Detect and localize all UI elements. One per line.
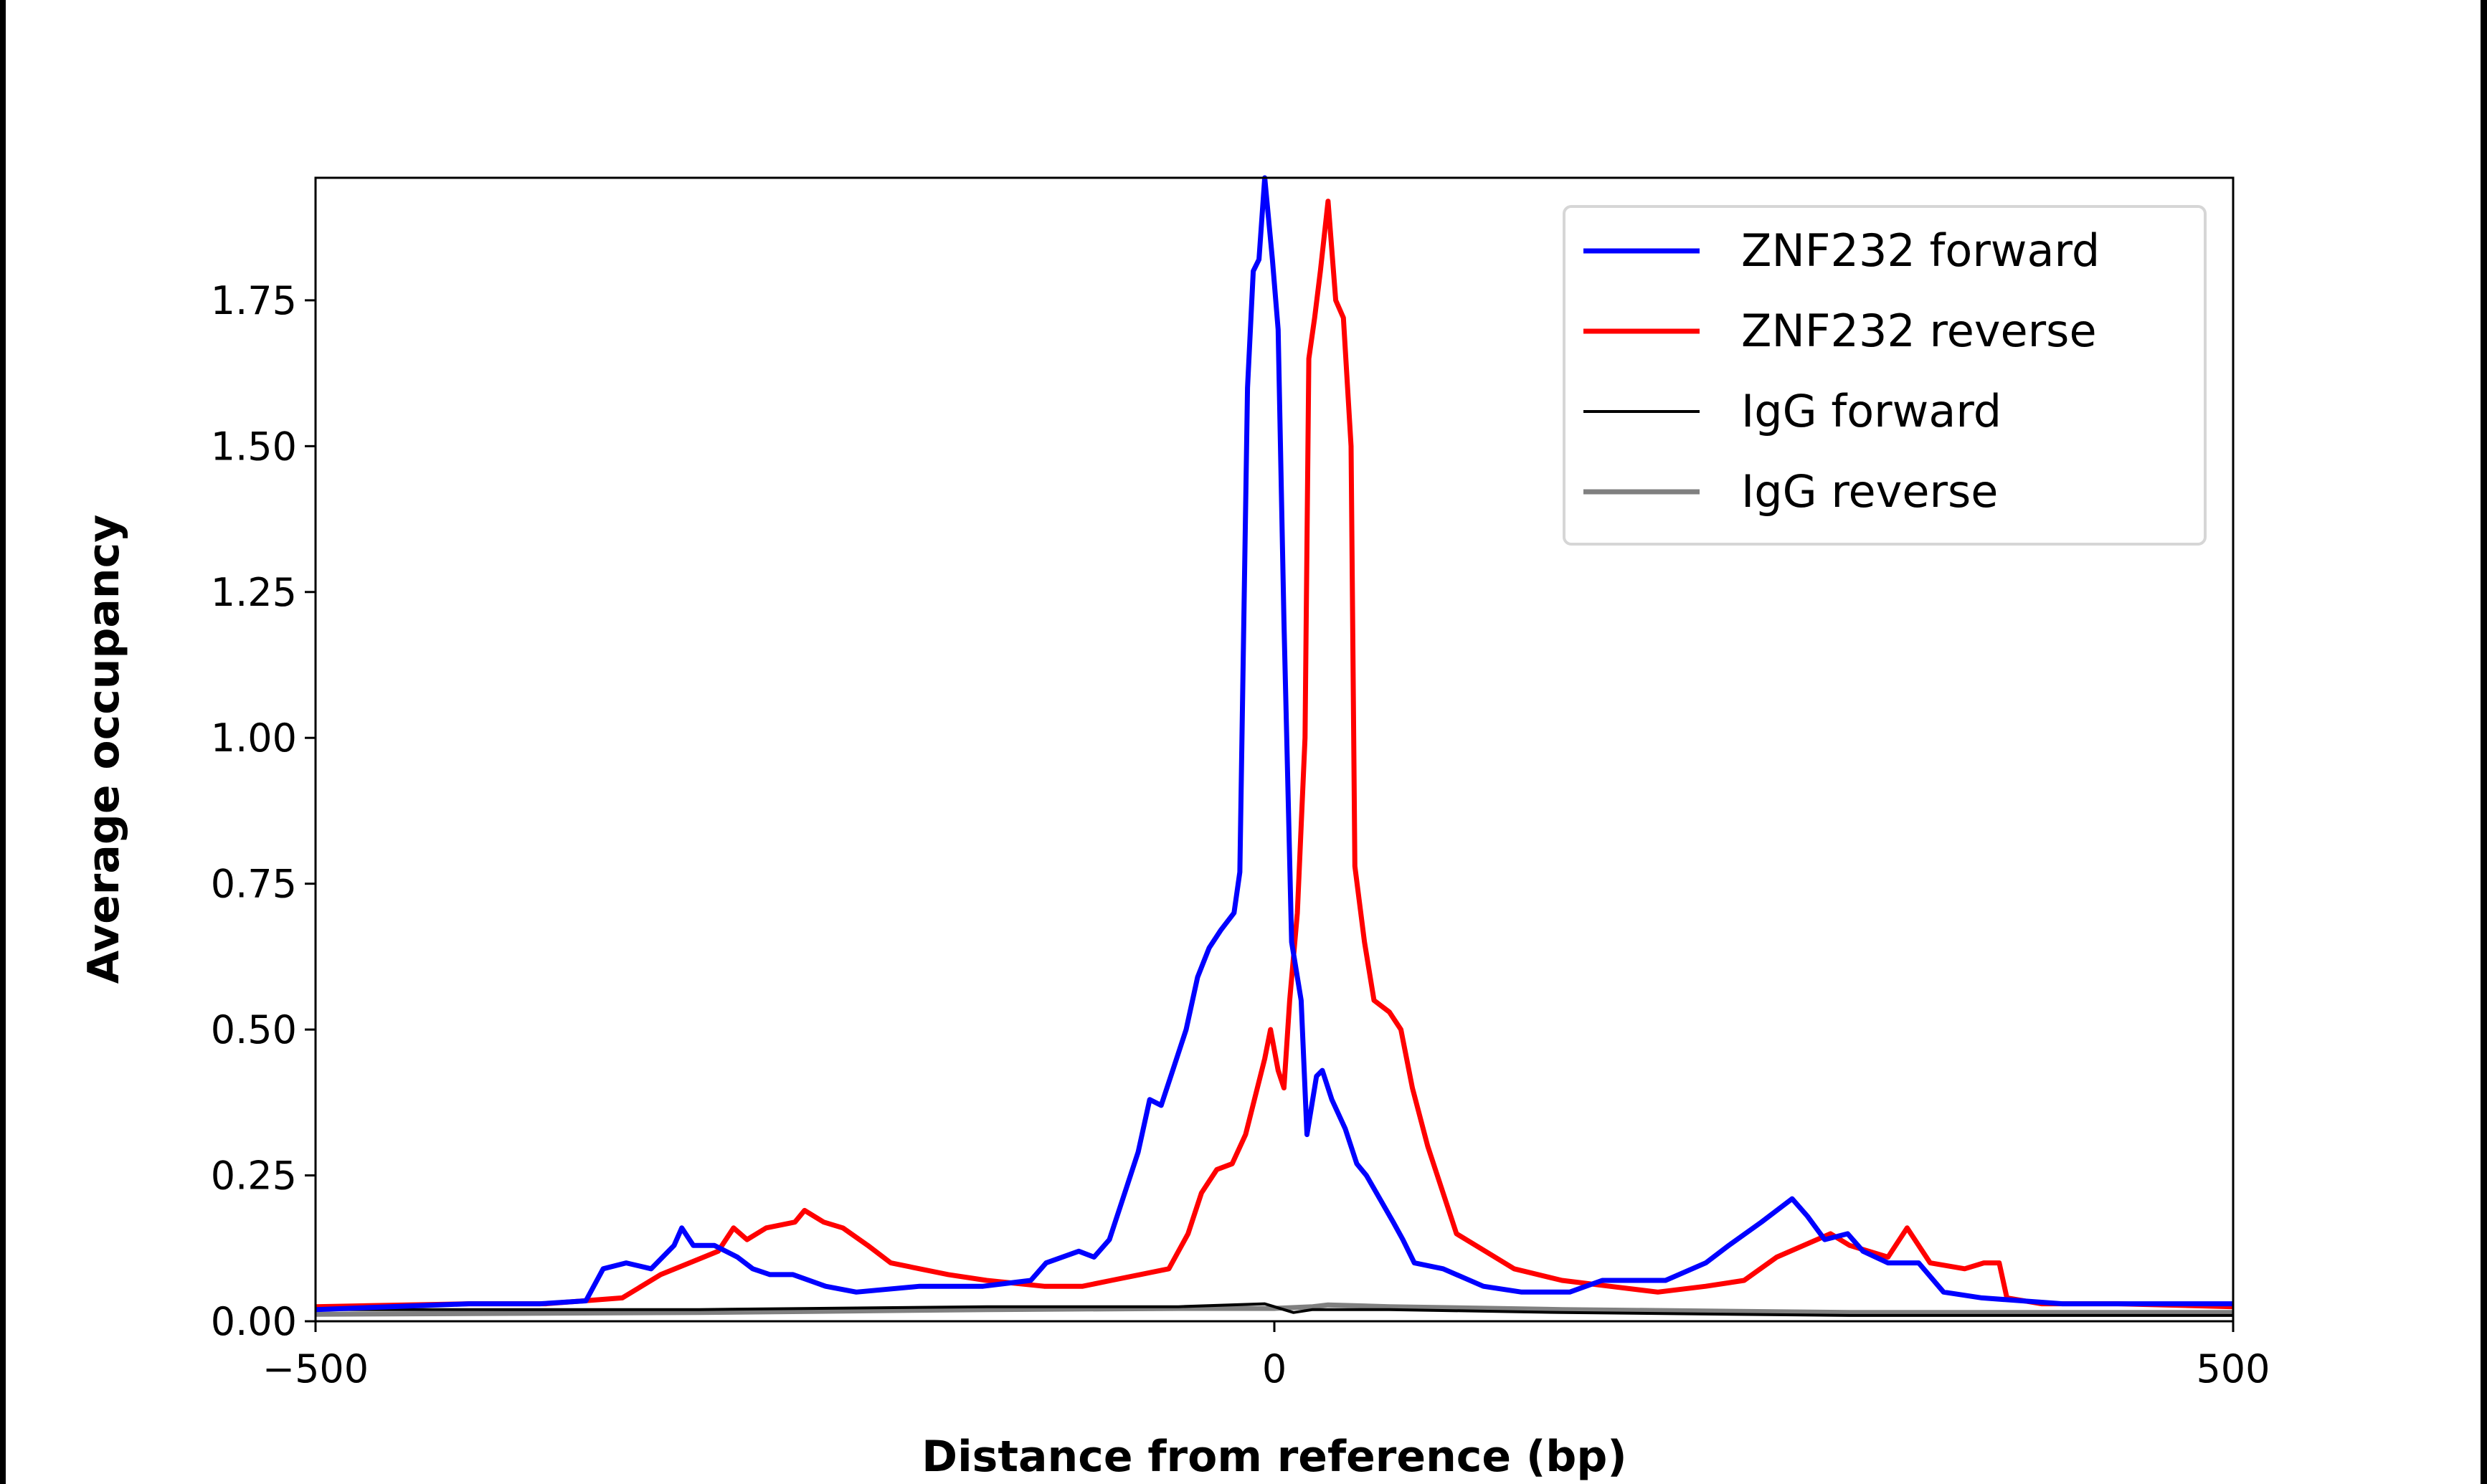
series-line-znf232-reverse (315, 199, 2234, 1310)
right-frame-edge (2481, 0, 2487, 1484)
legend-label: IgG reverse (1741, 465, 1998, 518)
y-axis-label: Average occupancy (79, 515, 129, 984)
y-axis-ticks: 0.00 0.25 0.50 0.75 1.00 1.25 1.50 1.75 (211, 278, 316, 1344)
x-tick-label: −500 (262, 1346, 369, 1392)
x-axis-label: Distance from reference (bp) (922, 1432, 1626, 1482)
x-tick-label: 0 (1262, 1346, 1287, 1392)
y-tick-label: 0.75 (211, 862, 297, 907)
series-line-znf232-forward (315, 175, 2233, 1313)
series-lines (315, 175, 2234, 1317)
y-tick-label: 1.00 (211, 715, 297, 761)
legend-label: ZNF232 reverse (1741, 305, 2097, 357)
left-frame-edge (0, 0, 6, 1484)
legend: ZNF232 forward ZNF232 reverse IgG forward I… (1563, 205, 2207, 546)
series-line-igg-reverse (315, 1302, 2233, 1317)
series-line-igg-forward (316, 1302, 2233, 1317)
legend-box (1563, 205, 2207, 546)
y-tick-label: 1.25 (211, 570, 297, 615)
y-tick-label: 0.50 (211, 1007, 297, 1052)
x-axis-ticks: −500 0 500 (262, 1321, 2270, 1392)
legend-label: IgG forward (1741, 385, 2002, 437)
y-tick-label: 0.25 (211, 1154, 297, 1199)
y-tick-label: 1.50 (211, 424, 297, 469)
y-tick-label: 1.75 (211, 278, 297, 323)
x-tick-label: 500 (2196, 1346, 2270, 1392)
legend-label: ZNF232 forward (1741, 224, 2100, 277)
y-tick-label: 0.00 (211, 1299, 297, 1344)
